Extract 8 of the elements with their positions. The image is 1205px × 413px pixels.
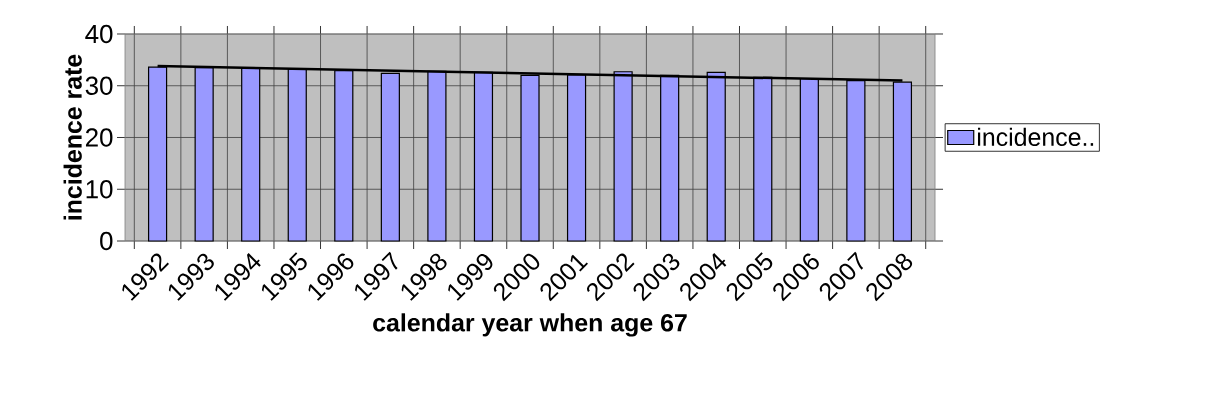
legend-label: incidence.. [977,127,1094,147]
y-tick-label: 20 [85,128,113,147]
y-axis-title: incidence rate [63,54,82,220]
x-axis-title: calendar year when age 67 [373,313,687,337]
y-tick-label: 10 [86,180,113,199]
y-tick-label: 0 [100,231,113,251]
y-tick-label: 30 [85,76,113,95]
y-tick-label: 40 [85,24,113,44]
